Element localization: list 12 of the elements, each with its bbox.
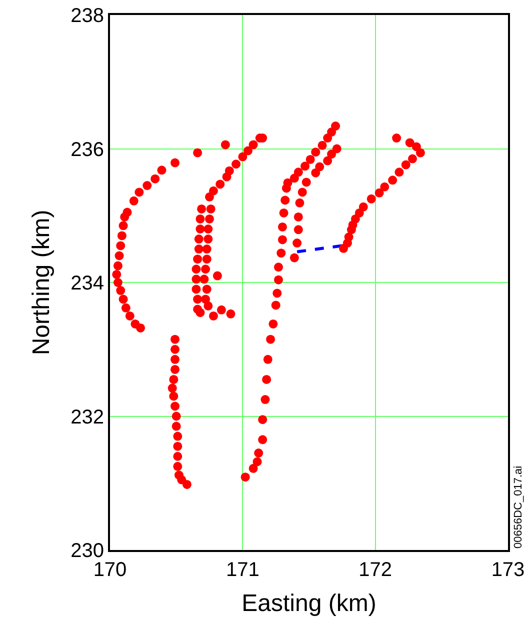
x-axis-title: Easting (km)	[242, 590, 376, 617]
y-axis-title: Northing (km)	[28, 210, 56, 356]
x-tick-label: 170	[93, 559, 127, 581]
x-tick-label: 171	[226, 559, 260, 581]
x-tick-label: 172	[358, 559, 392, 581]
y-tick-label: 236	[70, 138, 104, 161]
x-tick-label: 173	[491, 559, 525, 581]
y-tick-label: 232	[70, 406, 104, 428]
y-tick-label: 238	[70, 5, 104, 27]
y-tick-label: 230	[70, 540, 104, 562]
text: 00656DC_017.ai	[512, 466, 524, 548]
y-tick-label: 234	[70, 272, 104, 294]
